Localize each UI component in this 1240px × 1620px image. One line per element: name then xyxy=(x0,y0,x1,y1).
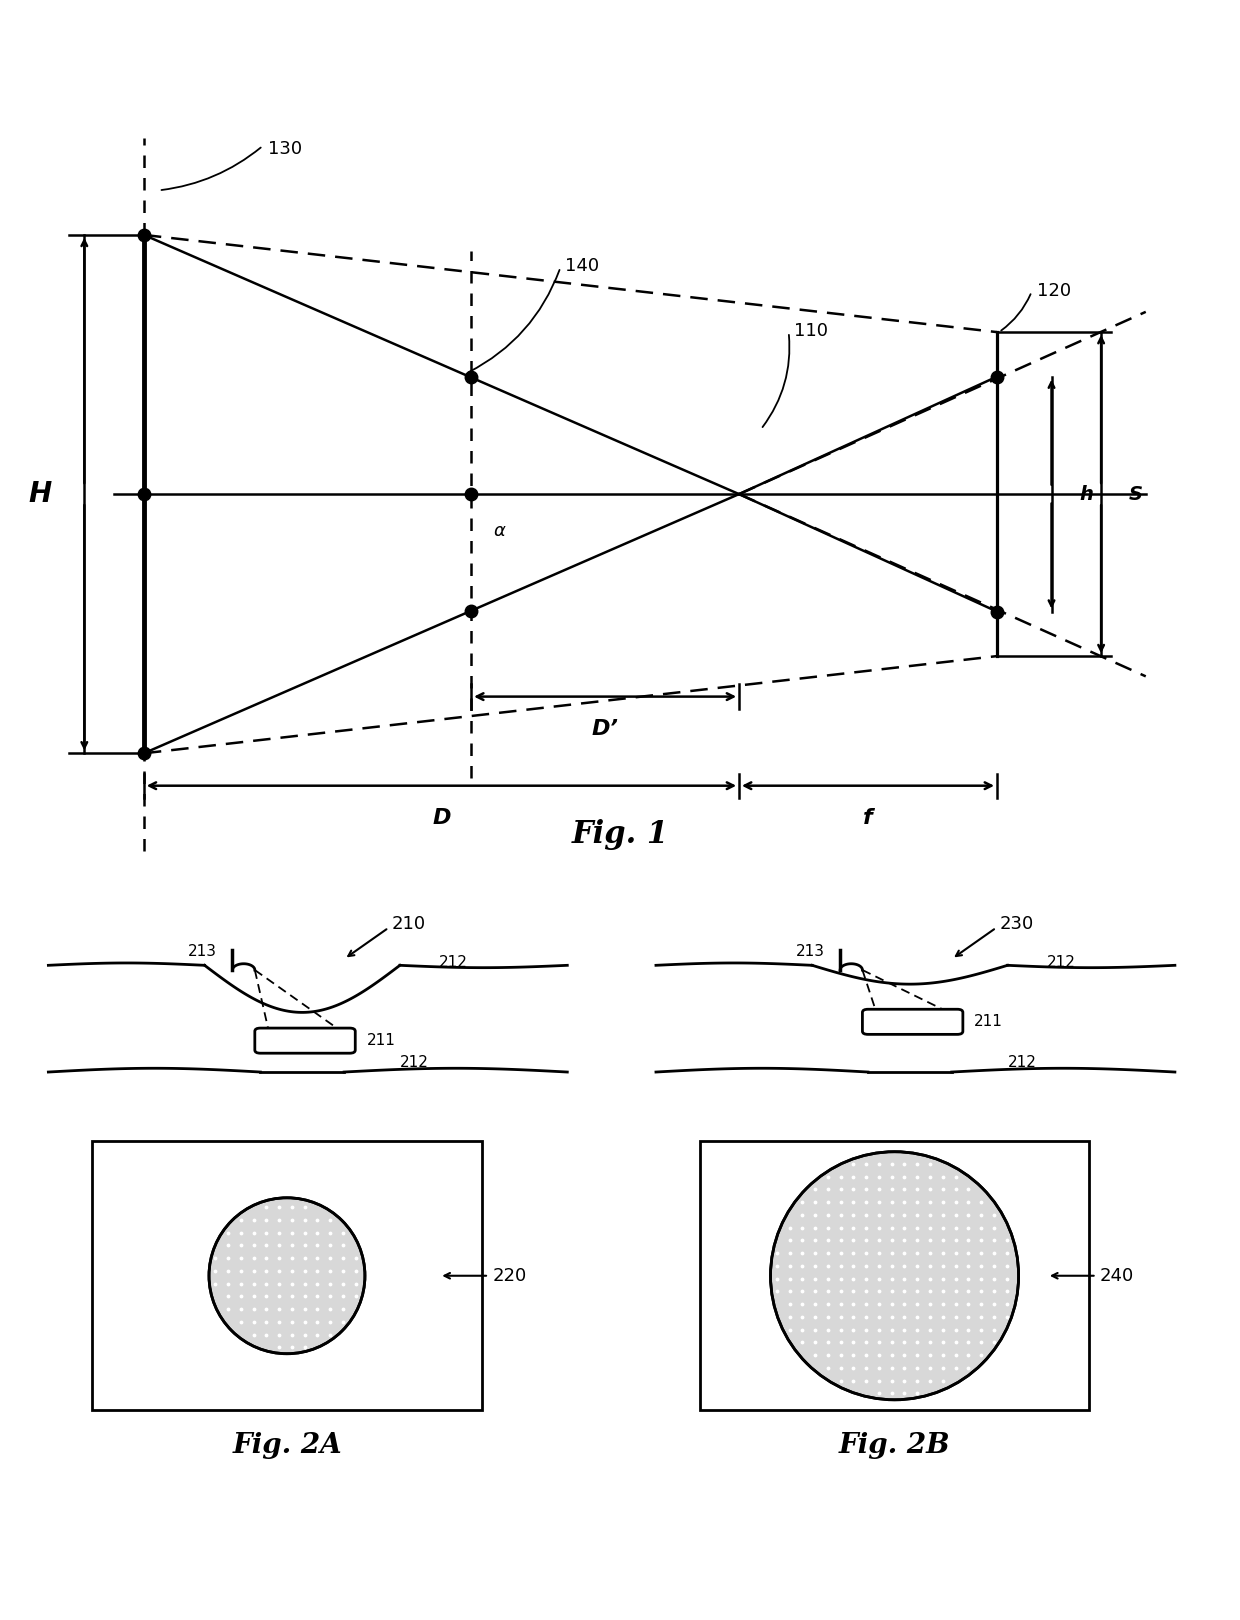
Text: Fig. 2B: Fig. 2B xyxy=(838,1432,950,1460)
Text: f: f xyxy=(863,808,873,828)
Text: 140: 140 xyxy=(565,258,600,275)
Text: D: D xyxy=(433,808,450,828)
Text: α: α xyxy=(494,522,505,539)
Text: 120: 120 xyxy=(1037,282,1071,300)
Text: 212: 212 xyxy=(399,1055,429,1071)
Text: 212: 212 xyxy=(439,954,467,970)
Text: Fig. 2A: Fig. 2A xyxy=(232,1432,342,1460)
Text: 130: 130 xyxy=(268,139,303,157)
Text: 212: 212 xyxy=(1047,954,1075,970)
Text: S: S xyxy=(1128,484,1143,504)
Text: 211: 211 xyxy=(366,1034,396,1048)
Text: 210: 210 xyxy=(392,915,425,933)
Circle shape xyxy=(210,1197,365,1354)
Text: 220: 220 xyxy=(492,1267,527,1285)
Text: 213: 213 xyxy=(796,944,825,959)
Text: 110: 110 xyxy=(794,322,827,340)
Text: Fig. 1: Fig. 1 xyxy=(572,818,668,850)
Text: 212: 212 xyxy=(1007,1055,1037,1071)
Text: 211: 211 xyxy=(975,1014,1003,1029)
Text: 240: 240 xyxy=(1100,1267,1135,1285)
Text: h: h xyxy=(1079,484,1094,504)
Text: 230: 230 xyxy=(999,915,1033,933)
Text: 213: 213 xyxy=(188,944,217,959)
Text: D’: D’ xyxy=(591,719,619,739)
Text: H: H xyxy=(29,480,51,509)
Circle shape xyxy=(770,1152,1018,1400)
FancyBboxPatch shape xyxy=(863,1009,962,1035)
FancyBboxPatch shape xyxy=(254,1029,355,1053)
